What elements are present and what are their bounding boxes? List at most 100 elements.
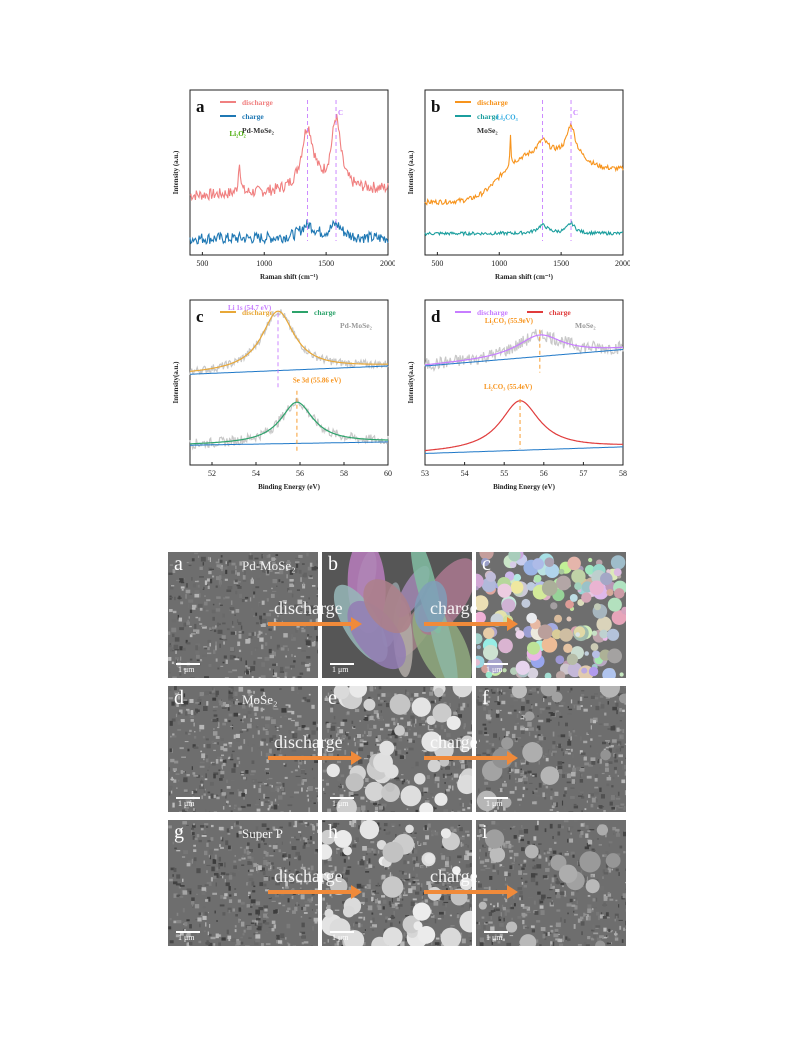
charge-arrow <box>424 885 518 899</box>
sem-panel-letter: d <box>174 687 184 709</box>
sem-texture <box>476 552 626 678</box>
legend-discharge-label: discharge <box>242 308 274 317</box>
scale-bar <box>484 797 508 799</box>
scale-bar-label: 1 μm <box>486 665 503 674</box>
x-tick-label: 1500 <box>553 259 569 268</box>
series-charge-line <box>424 220 624 237</box>
x-tick-label: 54 <box>461 469 469 478</box>
scale-bar <box>330 931 354 933</box>
x-tick-label: 500 <box>196 259 208 268</box>
x-axis-label: Raman shift (cm⁻¹) <box>495 273 554 280</box>
plot-frame <box>189 299 389 466</box>
sem-image-e: e 1 μm <box>322 686 472 812</box>
legend-discharge-label: discharge <box>477 98 509 107</box>
x-tick-label: 57 <box>579 469 587 478</box>
charge-arrow <box>424 751 518 765</box>
scale-bar-label: 1 μm <box>486 799 503 808</box>
sem-texture <box>168 820 318 946</box>
sem-image-d: d MoSe₂ 1 μm <box>168 686 318 812</box>
legend-charge-label: charge <box>314 308 336 317</box>
sem-image-i: i 1 μm <box>476 820 626 946</box>
x-tick-label: 2000 <box>615 259 630 268</box>
x-tick-label: 60 <box>384 469 392 478</box>
sem-panel-letter: i <box>482 821 488 843</box>
y-axis-label: Intensity (a.u.) <box>407 150 415 194</box>
sample-label: MoSe₂ <box>575 321 596 330</box>
scale-bar-label: 1 μm <box>178 665 195 674</box>
scale-bar-label: 1 μm <box>486 933 503 942</box>
series-discharge-line <box>189 310 388 372</box>
sem-panel-letter: b <box>328 553 338 575</box>
sem-image-c: c 1 μm <box>476 552 626 678</box>
sem-image-grid: a Pd-MoSe₂ 1 μm b 1 μm c 1 μm d MoSe₂ 1 μm e 1 μm f 1… <box>168 552 626 946</box>
legend-discharge-label: discharge <box>242 98 274 107</box>
scale-bar <box>176 797 200 799</box>
sem-texture <box>322 820 472 946</box>
sem-material-label: MoSe₂ <box>242 692 278 707</box>
sem-texture <box>476 820 626 946</box>
raw-spectrum-charge <box>189 397 389 451</box>
series-charge-line <box>425 400 623 452</box>
panel-letter: b <box>431 97 440 116</box>
baseline-discharge <box>424 349 624 367</box>
discharge-arrow-label: discharge <box>274 866 343 886</box>
plot-frame <box>424 89 624 256</box>
sem-panel-letter: c <box>482 553 491 575</box>
charge-arrow-label: charge <box>430 732 478 752</box>
x-tick-label: 1000 <box>256 259 272 268</box>
sem-texture <box>322 686 472 812</box>
y-axis-label: Intensity (a.u.) <box>172 150 180 194</box>
annotation-li2o2: Li₂O₂ <box>230 130 246 138</box>
discharge-arrow <box>268 617 362 631</box>
sem-material-label: Pd-MoSe₂ <box>242 558 296 573</box>
annotation-li2co3-ch: Li₂CO₃ (55.4eV) <box>484 383 533 391</box>
x-tick-label: 52 <box>208 469 216 478</box>
y-axis-label: Intensity(a.u.) <box>407 361 415 404</box>
x-tick-label: 1000 <box>491 259 507 268</box>
annotation-c: C <box>338 109 343 117</box>
plot-frame <box>424 299 624 466</box>
chart-panel-b: 500 1000 1500 2000 Raman shift (cm⁻¹) Intensi… <box>407 89 630 280</box>
panel-letter: c <box>196 307 204 326</box>
panel-letter: d <box>431 307 441 326</box>
raw-spectrum-discharge <box>424 329 624 372</box>
discharge-arrow-label: discharge <box>274 732 343 752</box>
x-tick-label: 1500 <box>318 259 334 268</box>
sem-material-label: Super P <box>242 826 283 841</box>
chart-panel-d: 53 54 55 56 57 58 Binding Energy (eV) Intensity… <box>407 299 627 491</box>
charge-arrow-label: charge <box>430 866 478 886</box>
scale-bar <box>330 663 354 665</box>
sample-label: MoSe₂ <box>477 126 498 135</box>
scale-bar <box>176 931 200 933</box>
series-discharge-line <box>424 123 624 206</box>
sem-panel-letter: e <box>328 687 337 709</box>
baseline-discharge <box>190 365 388 375</box>
discharge-arrow-label: discharge <box>274 598 343 618</box>
y-axis-label: Intensity(a.u.) <box>172 361 180 404</box>
scale-bar-label: 1 μm <box>332 799 349 808</box>
scale-bar <box>484 663 508 665</box>
x-tick-label: 500 <box>431 259 443 268</box>
sem-texture <box>476 686 626 812</box>
x-axis-label: Binding Energy (eV) <box>258 483 321 491</box>
legend-charge-label: charge <box>242 112 264 121</box>
discharge-arrow <box>268 885 362 899</box>
sem-image-f: f 1 μm <box>476 686 626 812</box>
x-tick-label: 55 <box>500 469 508 478</box>
sem-panel-letter: h <box>328 821 338 843</box>
chart-panel-a: 500 1000 1500 2000 Raman shift (cm⁻¹) Intensi… <box>172 89 395 280</box>
annotation-se3d: Se 3d (55.86 eV) <box>293 377 342 385</box>
x-tick-label: 58 <box>340 469 348 478</box>
sem-image-g: g Super P 1 μm <box>168 820 318 946</box>
scale-bar-label: 1 μm <box>178 799 195 808</box>
sem-texture <box>168 686 318 812</box>
series-charge-line <box>189 219 389 246</box>
charge-arrow <box>424 617 518 631</box>
x-axis-label: Raman shift (cm⁻¹) <box>260 273 319 280</box>
plot-frame <box>189 89 389 256</box>
legend-charge-label: charge <box>549 308 571 317</box>
annotation-li2co3: Li₂CO₃ <box>496 114 517 122</box>
discharge-arrow <box>268 751 362 765</box>
legend-discharge-label: discharge <box>477 308 509 317</box>
series-discharge-line <box>189 113 389 202</box>
